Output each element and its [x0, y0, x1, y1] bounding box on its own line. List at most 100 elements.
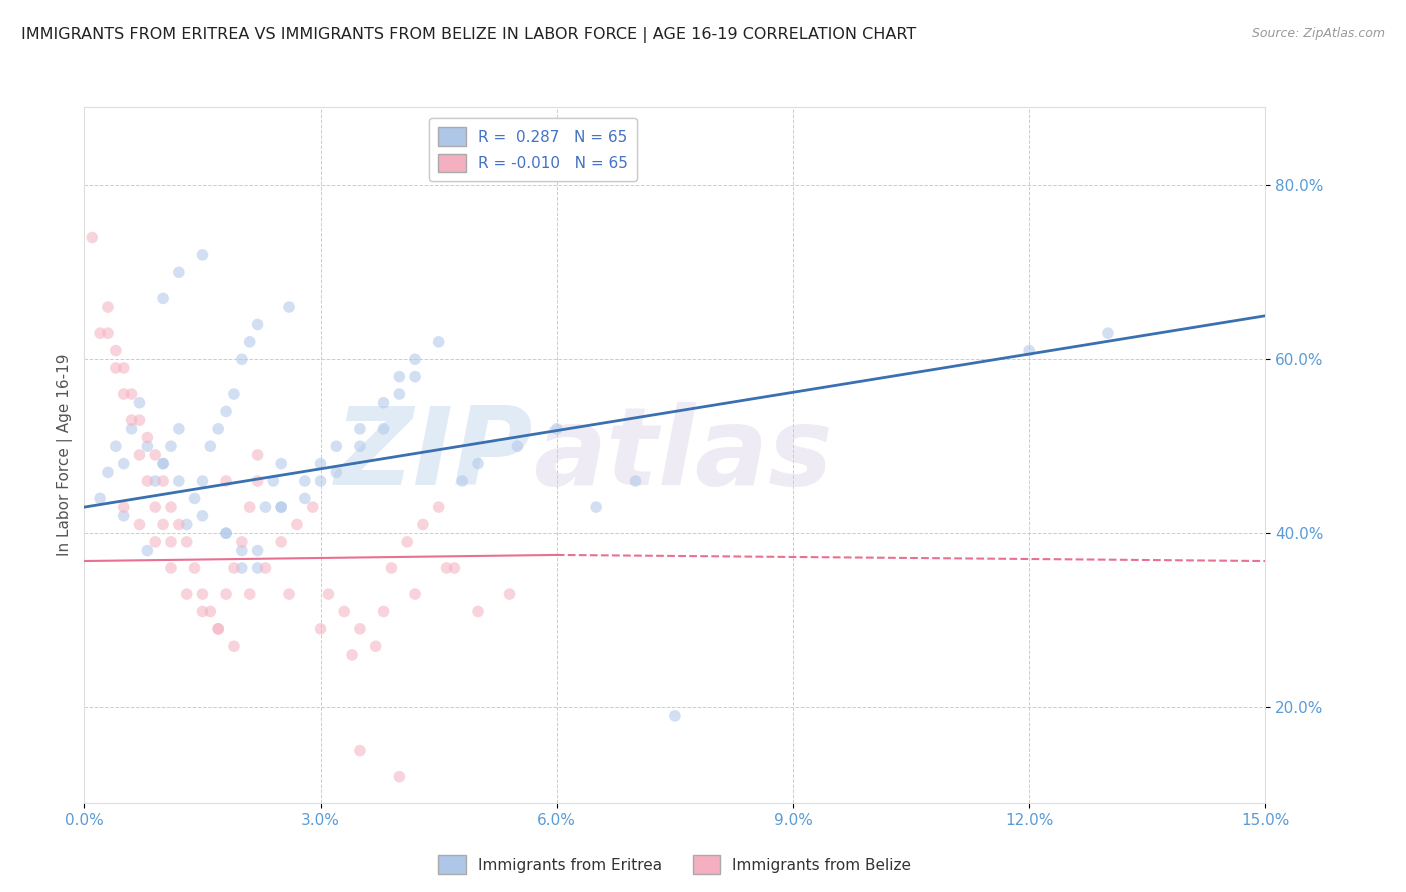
Point [191, 248, 214, 262]
Point [349, 439, 371, 453]
Point [104, 343, 127, 358]
Point [222, 639, 245, 653]
Point [254, 561, 277, 575]
Point [239, 334, 262, 349]
Point [333, 605, 356, 619]
Point [318, 587, 340, 601]
Point [121, 422, 143, 436]
Point [215, 526, 238, 541]
Point [207, 422, 229, 436]
Point [215, 404, 238, 418]
Point [270, 500, 292, 514]
Point [349, 744, 371, 758]
Point [215, 474, 238, 488]
Point [160, 439, 183, 453]
Point [388, 369, 411, 384]
Point [467, 457, 489, 471]
Point [183, 561, 205, 575]
Point [546, 422, 568, 436]
Point [160, 500, 183, 514]
Point [451, 474, 474, 488]
Point [176, 587, 198, 601]
Point [112, 508, 135, 523]
Point [498, 587, 520, 601]
Point [388, 387, 411, 401]
Point [121, 387, 143, 401]
Point [191, 508, 214, 523]
Point [246, 318, 269, 332]
Point [270, 534, 292, 549]
Point [143, 474, 166, 488]
Point [467, 605, 489, 619]
Point [231, 543, 253, 558]
Point [246, 543, 269, 558]
Point [294, 474, 316, 488]
Point [152, 291, 174, 305]
Point [231, 534, 253, 549]
Point [207, 622, 229, 636]
Point [404, 352, 426, 367]
Point [246, 474, 269, 488]
Point [160, 561, 183, 575]
Point [97, 326, 120, 340]
Point [152, 457, 174, 471]
Point [340, 648, 363, 662]
Point [112, 457, 135, 471]
Point [1097, 326, 1119, 340]
Point [443, 561, 465, 575]
Point [143, 448, 166, 462]
Point [200, 605, 222, 619]
Point [325, 466, 347, 480]
Point [294, 491, 316, 506]
Point [664, 708, 686, 723]
Point [412, 517, 434, 532]
Point [136, 474, 159, 488]
Point [624, 474, 647, 488]
Point [160, 534, 183, 549]
Point [262, 474, 284, 488]
Point [89, 326, 111, 340]
Point [191, 605, 214, 619]
Point [97, 466, 120, 480]
Legend: Immigrants from Eritrea, Immigrants from Belize: Immigrants from Eritrea, Immigrants from… [432, 849, 918, 880]
Point [128, 517, 150, 532]
Point [349, 622, 371, 636]
Point [404, 369, 426, 384]
Point [436, 561, 458, 575]
Legend: R =  0.287   N = 65, R = -0.010   N = 65: R = 0.287 N = 65, R = -0.010 N = 65 [429, 118, 637, 181]
Point [176, 534, 198, 549]
Point [215, 587, 238, 601]
Point [97, 300, 120, 314]
Point [222, 561, 245, 575]
Point [349, 422, 371, 436]
Point [270, 457, 292, 471]
Point [183, 491, 205, 506]
Point [278, 587, 301, 601]
Point [246, 561, 269, 575]
Point [104, 439, 127, 453]
Point [325, 439, 347, 453]
Point [585, 500, 607, 514]
Point [191, 474, 214, 488]
Point [373, 605, 395, 619]
Point [112, 387, 135, 401]
Point [176, 517, 198, 532]
Point [373, 422, 395, 436]
Point [121, 413, 143, 427]
Point [207, 622, 229, 636]
Point [270, 500, 292, 514]
Point [231, 352, 253, 367]
Y-axis label: In Labor Force | Age 16-19: In Labor Force | Age 16-19 [58, 353, 73, 557]
Text: IMMIGRANTS FROM ERITREA VS IMMIGRANTS FROM BELIZE IN LABOR FORCE | AGE 16-19 COR: IMMIGRANTS FROM ERITREA VS IMMIGRANTS FR… [21, 27, 917, 43]
Point [82, 230, 104, 244]
Point [239, 500, 262, 514]
Point [309, 474, 332, 488]
Point [309, 622, 332, 636]
Point [112, 360, 135, 375]
Point [404, 587, 426, 601]
Point [152, 474, 174, 488]
Point [191, 587, 214, 601]
Point [128, 395, 150, 409]
Text: Source: ZipAtlas.com: Source: ZipAtlas.com [1251, 27, 1385, 40]
Point [285, 517, 308, 532]
